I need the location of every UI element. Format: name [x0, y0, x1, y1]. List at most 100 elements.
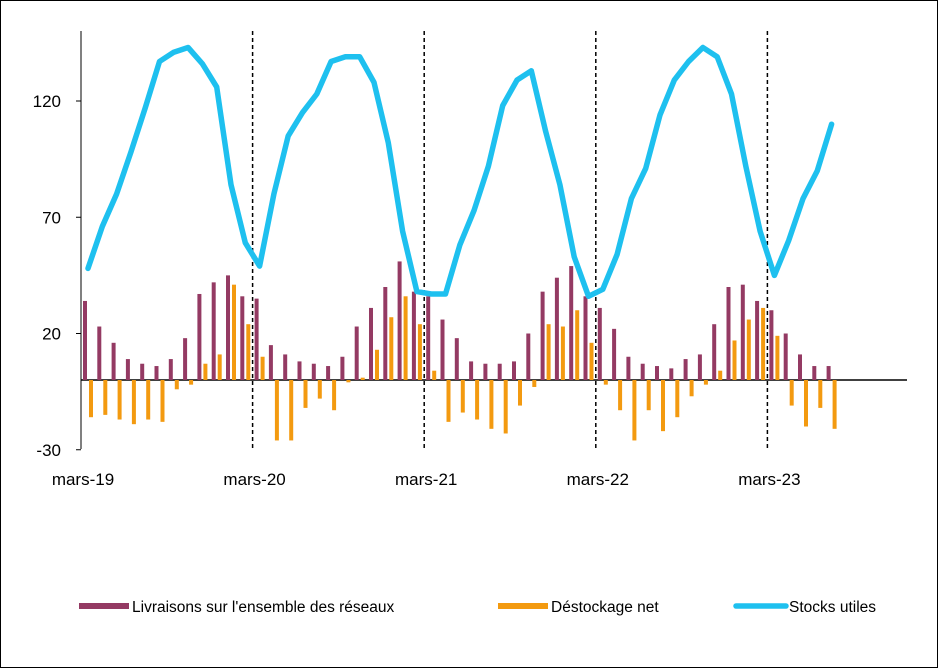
bar-destockage	[546, 324, 551, 380]
stock-line-group	[85, 44, 835, 300]
bar-livraisons	[411, 291, 416, 380]
bar-destockage	[389, 317, 394, 380]
bar-livraisons	[669, 368, 674, 380]
bar-destockage	[475, 380, 480, 420]
bar-destockage	[589, 342, 594, 380]
bar-livraisons	[268, 345, 273, 380]
bar-livraisons	[254, 298, 259, 380]
bar-destockage	[375, 349, 379, 380]
bar-destockage	[560, 326, 565, 380]
bars	[83, 261, 837, 441]
bar-livraisons	[583, 296, 588, 380]
bar-livraisons	[512, 361, 516, 380]
bar-livraisons	[297, 361, 302, 380]
bar-destockage	[217, 354, 222, 380]
bar-livraisons	[569, 266, 574, 380]
bar-destockage	[746, 319, 751, 380]
x-tick-label: mars-19	[52, 470, 114, 489]
bar-livraisons	[383, 287, 388, 380]
bar-destockage	[146, 380, 151, 420]
bar-livraisons	[140, 363, 145, 380]
bar-destockage	[832, 380, 837, 429]
bar-livraisons	[97, 326, 102, 380]
bar-destockage	[460, 380, 465, 413]
bar-livraisons	[526, 333, 531, 380]
bar-destockage	[103, 380, 108, 415]
bar-destockage	[189, 380, 194, 385]
bar-livraisons	[597, 307, 602, 380]
bar-livraisons	[197, 293, 202, 380]
bar-destockage	[174, 380, 179, 390]
bar-livraisons	[369, 307, 373, 380]
bar-destockage	[289, 380, 294, 441]
bar-destockage	[131, 380, 136, 425]
bar-destockage	[203, 363, 208, 380]
bar-livraisons	[111, 342, 116, 380]
x-tick-label: mars-23	[738, 470, 800, 489]
bar-livraisons	[183, 338, 188, 380]
bar-destockage	[646, 380, 651, 411]
bar-livraisons	[612, 328, 617, 380]
legend-destockage-swatch	[498, 603, 548, 609]
bar-destockage	[518, 380, 522, 406]
y-tick-label: -30	[36, 441, 61, 460]
bar-destockage	[789, 380, 794, 406]
bar-destockage	[260, 356, 265, 380]
bar-livraisons	[769, 310, 774, 380]
bar-destockage	[661, 380, 665, 432]
bar-destockage	[232, 284, 236, 380]
bar-livraisons	[697, 354, 702, 380]
bar-destockage	[432, 370, 437, 380]
x-tick-label: mars-20	[223, 470, 285, 489]
bar-destockage	[446, 380, 451, 422]
bar-destockage	[89, 380, 93, 418]
bar-destockage	[689, 380, 694, 397]
bar-destockage	[160, 380, 165, 422]
y-tick-label: 120	[33, 92, 61, 111]
bar-livraisons	[283, 354, 288, 380]
bar-destockage	[360, 377, 365, 380]
bar-livraisons	[712, 324, 717, 380]
stock-line	[85, 44, 835, 300]
legend-destockage-label: Déstockage net	[551, 599, 659, 616]
bar-destockage	[274, 380, 279, 441]
bar-livraisons	[240, 296, 245, 380]
bar-destockage	[804, 380, 808, 427]
bar-destockage	[417, 324, 422, 380]
bar-destockage	[317, 380, 322, 399]
bar-livraisons	[812, 366, 817, 380]
bar-destockage	[703, 380, 708, 385]
bar-livraisons	[826, 366, 831, 380]
bar-livraisons	[83, 300, 87, 380]
x-tick-label: mars-21	[395, 470, 457, 489]
x-axis: mars-19 mars-20 mars-21 mars-22 mars-23	[52, 379, 907, 489]
bar-livraisons	[755, 300, 760, 380]
bar-destockage	[403, 296, 408, 380]
bar-livraisons	[125, 359, 130, 380]
bar-destockage	[532, 380, 537, 387]
bar-destockage	[117, 380, 122, 420]
bar-destockage	[675, 380, 680, 418]
bar-destockage	[618, 380, 623, 411]
bar-destockage	[303, 380, 308, 408]
bar-livraisons	[655, 366, 659, 380]
bar-livraisons	[326, 366, 331, 380]
bar-destockage	[489, 380, 494, 429]
bar-destockage	[246, 324, 251, 380]
bar-livraisons	[340, 356, 345, 380]
legend: Livraisons sur l'ensemble des réseaux Dés…	[79, 599, 876, 616]
bar-destockage	[775, 335, 780, 380]
bar-livraisons	[154, 366, 159, 380]
bar-livraisons	[354, 326, 359, 380]
bar-destockage	[603, 380, 608, 385]
bar-livraisons	[397, 261, 402, 380]
y-tick-label: 70	[42, 208, 61, 227]
bar-destockage	[818, 380, 823, 408]
bar-livraisons	[483, 363, 488, 380]
bar-livraisons	[554, 277, 559, 380]
bar-destockage	[575, 310, 580, 380]
bar-livraisons	[783, 333, 788, 380]
bar-livraisons	[440, 319, 445, 380]
